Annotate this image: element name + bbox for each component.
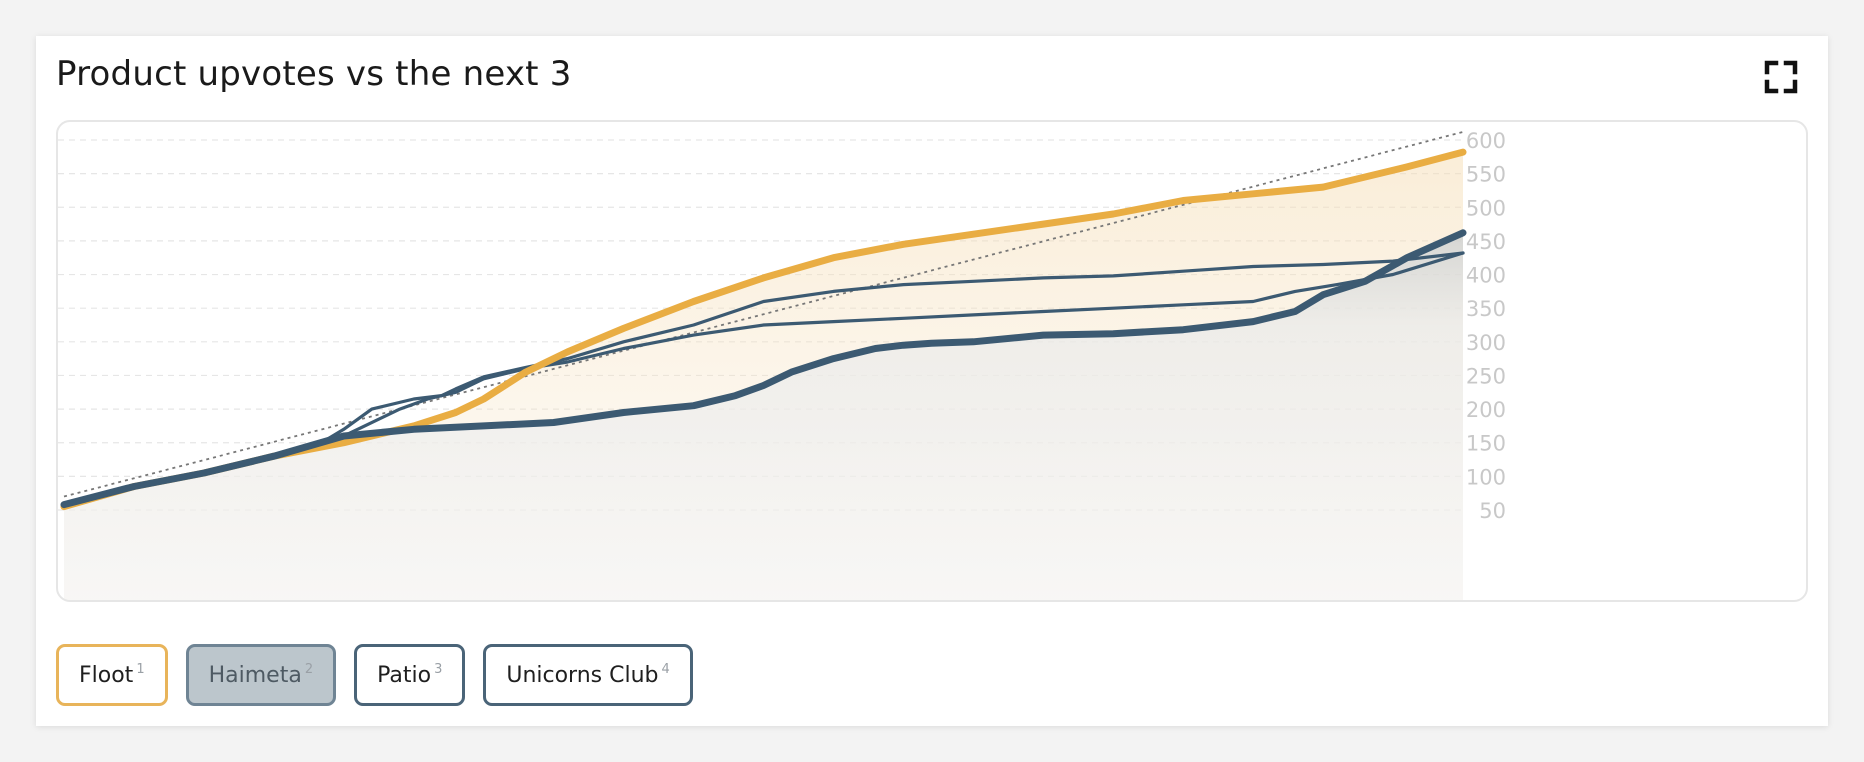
y-tick-label: 600 [1466, 129, 1506, 153]
chart-card: Product upvotes vs the next 3 50 100 150 20… [36, 36, 1828, 726]
legend-chip-label: Floot [79, 662, 134, 688]
y-tick-label: 100 [1466, 465, 1506, 489]
legend-chip-unicorns-club[interactable]: Unicorns Club 4 [483, 644, 693, 706]
legend-chip-patio[interactable]: Patio 3 [354, 644, 466, 706]
legend-chip-label: Haimeta [208, 662, 302, 688]
legend-chip-number: 3 [434, 661, 443, 677]
series-line-floot [60, 148, 1467, 511]
line-chart: 50 100 150 200 250 300 350 400 450 500 550 600 [58, 129, 1506, 600]
legend-chip-number: 4 [661, 661, 670, 677]
legend-chip-floot[interactable]: Floot 1 [56, 644, 168, 706]
plot-area: 50 100 150 200 250 300 350 400 450 500 550 600 [56, 120, 1808, 602]
legend-chip-label: Unicorns Club [506, 662, 659, 688]
y-tick-label: 450 [1466, 230, 1506, 254]
page-title: Product upvotes vs the next 3 [56, 54, 572, 94]
series-line-haimeta [60, 229, 1467, 509]
y-tick-label: 500 [1466, 196, 1506, 220]
legend-chip-haimeta[interactable]: Haimeta 2 [185, 644, 337, 706]
y-tick-label: 350 [1466, 297, 1506, 321]
expand-icon [1764, 60, 1798, 94]
y-tick-label: 300 [1466, 331, 1506, 355]
legend-chip-label: Patio [377, 662, 432, 688]
legend: Floot 1 Haimeta 2 Patio 3 Unicorns Club 4 [56, 644, 693, 706]
y-tick-label: 50 [1479, 499, 1506, 523]
expand-button[interactable] [1764, 60, 1798, 94]
y-tick-label: 150 [1466, 432, 1506, 456]
series-area-haimeta [64, 232, 1463, 600]
y-tick-label: 250 [1466, 364, 1506, 388]
y-tick-label: 550 [1466, 163, 1506, 187]
y-tick-label: 400 [1466, 264, 1506, 288]
y-tick-label: 200 [1466, 398, 1506, 422]
legend-chip-number: 1 [136, 661, 145, 677]
legend-chip-number: 2 [304, 661, 314, 677]
